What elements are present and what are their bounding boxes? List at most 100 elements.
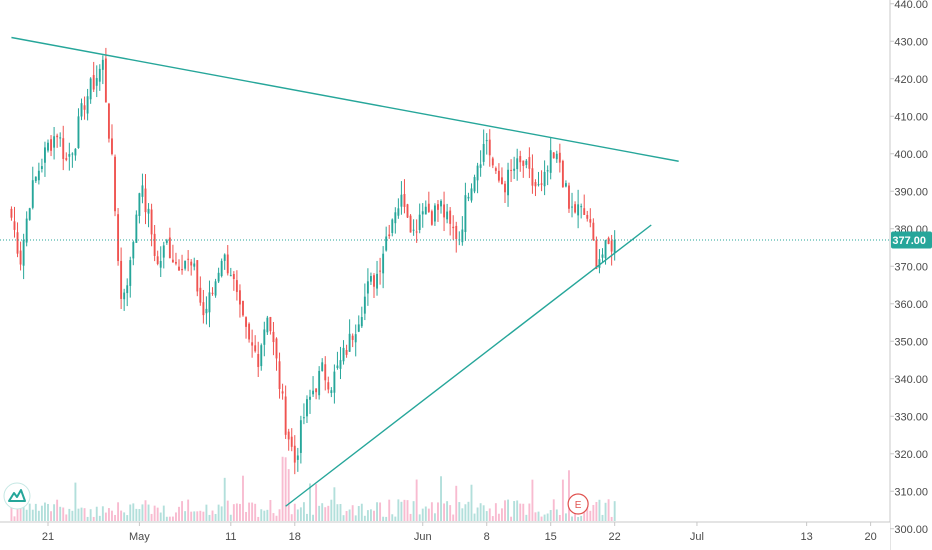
time-axis-panel[interactable] xyxy=(0,522,890,550)
time-tick-label: 13 xyxy=(800,531,812,543)
candle-body xyxy=(68,154,71,157)
volume-bar xyxy=(22,506,25,521)
candle-body xyxy=(92,75,95,90)
candle-body xyxy=(449,210,452,224)
candle-body xyxy=(513,168,516,171)
volume-bar xyxy=(504,500,506,521)
volume-bar xyxy=(342,515,345,521)
candle-body xyxy=(190,261,193,266)
earnings-marker[interactable]: E xyxy=(567,493,589,515)
candle-body xyxy=(272,331,275,343)
volume-bar xyxy=(604,502,607,521)
volume-bar xyxy=(315,484,318,521)
volume-bar xyxy=(437,502,439,521)
candle-body xyxy=(162,245,165,258)
candle-body xyxy=(321,362,324,371)
volume-bar xyxy=(309,483,311,521)
candle-body xyxy=(214,281,217,296)
candle-body xyxy=(522,160,525,166)
candle-body xyxy=(156,256,159,264)
candle-body xyxy=(379,270,382,272)
candle-body xyxy=(284,396,287,435)
volume-bar xyxy=(68,508,71,521)
volume-bar xyxy=(245,511,247,521)
volume-bar xyxy=(348,509,351,521)
earnings-marker-label: E xyxy=(575,500,582,511)
price-axis-panel[interactable] xyxy=(890,0,932,550)
volume-bar xyxy=(549,510,552,521)
volume-bars xyxy=(10,456,616,521)
candle-body xyxy=(504,183,506,193)
candle-body xyxy=(257,354,260,367)
time-tick-label: Jul xyxy=(690,531,704,543)
time-tick-label: 22 xyxy=(609,531,621,543)
candle-body xyxy=(114,156,116,212)
volume-bar xyxy=(452,514,455,521)
volume-bar xyxy=(159,512,162,521)
volume-bar xyxy=(433,513,436,521)
candle-body xyxy=(10,208,13,218)
volume-bar xyxy=(363,515,366,521)
candle-body xyxy=(193,263,196,267)
trendline-support[interactable] xyxy=(285,224,652,507)
logo-chart-icon xyxy=(8,489,26,502)
trendlines[interactable] xyxy=(11,36,679,507)
volume-bar xyxy=(476,507,479,521)
volume-bar xyxy=(117,502,120,521)
volume-bar xyxy=(522,503,525,521)
price-tick-label: 360.00 xyxy=(894,299,928,311)
volume-bar xyxy=(299,507,302,521)
candle-body xyxy=(260,345,263,367)
candle-body xyxy=(80,103,83,117)
volume-bar xyxy=(193,511,196,521)
volume-bar xyxy=(412,501,415,521)
candle-body xyxy=(546,170,549,172)
candle-body xyxy=(235,280,238,292)
price-tick-label: 310.00 xyxy=(894,486,928,498)
volume-bar xyxy=(217,504,220,521)
volume-bar xyxy=(184,511,187,521)
candle-body xyxy=(491,158,494,166)
volume-bar xyxy=(528,503,531,521)
volume-bar xyxy=(260,509,263,521)
candle-body xyxy=(424,206,427,215)
volume-bar xyxy=(601,514,604,521)
candle-body xyxy=(254,345,257,352)
candle-body xyxy=(199,287,202,303)
candle-body xyxy=(129,260,132,286)
candle-body xyxy=(150,209,153,235)
candle-body xyxy=(531,168,534,186)
volume-bar xyxy=(339,503,342,521)
volume-bar xyxy=(552,499,555,521)
time-tick-label: May xyxy=(129,531,150,543)
time-tick-label: 11 xyxy=(225,531,236,543)
volume-bar xyxy=(446,501,449,521)
volume-bar xyxy=(107,508,110,521)
candle-body xyxy=(86,96,89,114)
candle-body xyxy=(98,68,101,82)
candle-body xyxy=(577,204,580,216)
volume-bar xyxy=(248,502,251,521)
earnings-marker-circle[interactable] xyxy=(567,493,589,515)
candle-body xyxy=(376,273,378,289)
candle-body xyxy=(232,274,235,280)
volume-bar xyxy=(144,500,147,521)
volume-bar xyxy=(275,515,278,521)
candle-body xyxy=(83,105,86,110)
candle-body xyxy=(202,302,205,316)
volume-bar xyxy=(214,513,217,521)
candle-body xyxy=(598,259,601,268)
volume-bar xyxy=(455,485,458,521)
volume-bar xyxy=(202,511,205,521)
candle-body xyxy=(13,221,16,230)
price-tick-label: 330.00 xyxy=(894,411,928,423)
candle-body xyxy=(360,317,363,327)
volume-bar xyxy=(531,479,534,521)
volume-bar xyxy=(257,516,260,521)
trendline-resistance[interactable] xyxy=(11,36,679,162)
candle-body xyxy=(357,324,360,332)
volume-bar xyxy=(592,504,595,521)
tradingview-logo[interactable] xyxy=(3,482,31,510)
candle-body xyxy=(382,253,385,274)
